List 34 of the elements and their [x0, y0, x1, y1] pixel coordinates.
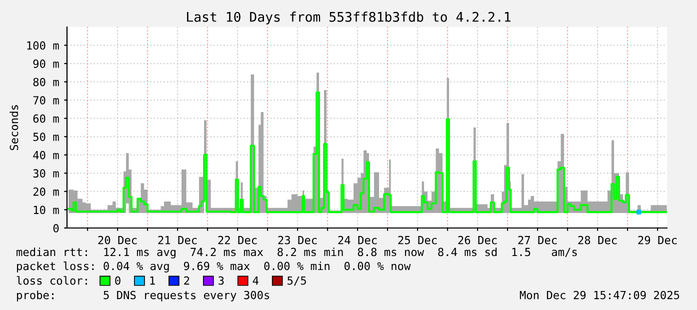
legend-label: 0 [115, 276, 120, 285]
text: median rtt: 12.1 ms avg 74.2 ms max 8.2 ms min 8.8 ms now 8.4 ms sd 1.5 am/s [16, 248, 577, 258]
x-tick-label: 29 Dec [638, 236, 677, 244]
y-tick-label: 40 m [33, 150, 59, 160]
y-tick-label: 100 m [27, 41, 59, 50]
text: Mon Dec 29 15:47:09 2025 [520, 290, 680, 300]
x-tick-label: 24 Dec [338, 236, 377, 244]
text: probe: 5 DNS requests every 300s [17, 290, 270, 302]
y-tick-label: 80 m [33, 78, 59, 86]
y-tick-label: 30 m [33, 169, 59, 178]
y-tick-label: 0 [53, 224, 59, 232]
text: packet loss: 0.04 % avg 9.69 % max 0.00 % min 0.00 % now [17, 262, 411, 272]
x-tick-label: 28 Dec [578, 236, 617, 244]
legend-label: 3 [218, 276, 224, 285]
y-axis-title: Seconds [10, 105, 18, 150]
y-tick-label: 90 m [33, 60, 59, 68]
x-tick-label: 22 Dec [218, 236, 257, 244]
legend-label: 4 [252, 276, 258, 285]
y-tick-label: 70 m [33, 96, 59, 104]
x-tick-label: 20 Dec [98, 236, 137, 244]
chart-title: Last 10 Days from 553ff81b3fdb to 4.2.2.1 [187, 12, 510, 24]
y-tick-label: 50 m [33, 132, 59, 142]
y-tick-label: 10 m [34, 206, 59, 214]
legend-label: 5/5 [288, 276, 306, 286]
y-tick-label: 60 m [33, 114, 59, 123]
legend-label: 2 [184, 276, 190, 285]
x-tick-label: 26 Dec [458, 236, 497, 244]
y-tick-label: 20 m [33, 187, 59, 196]
x-tick-label: 25 Dec [398, 236, 437, 244]
legend-title: loss color: [16, 276, 87, 285]
x-tick-label: 27 Dec [518, 236, 557, 244]
legend-label: 1 [150, 276, 155, 285]
x-tick-label: 23 Dec [278, 236, 317, 244]
x-tick-label: 21 Dec [158, 236, 197, 244]
